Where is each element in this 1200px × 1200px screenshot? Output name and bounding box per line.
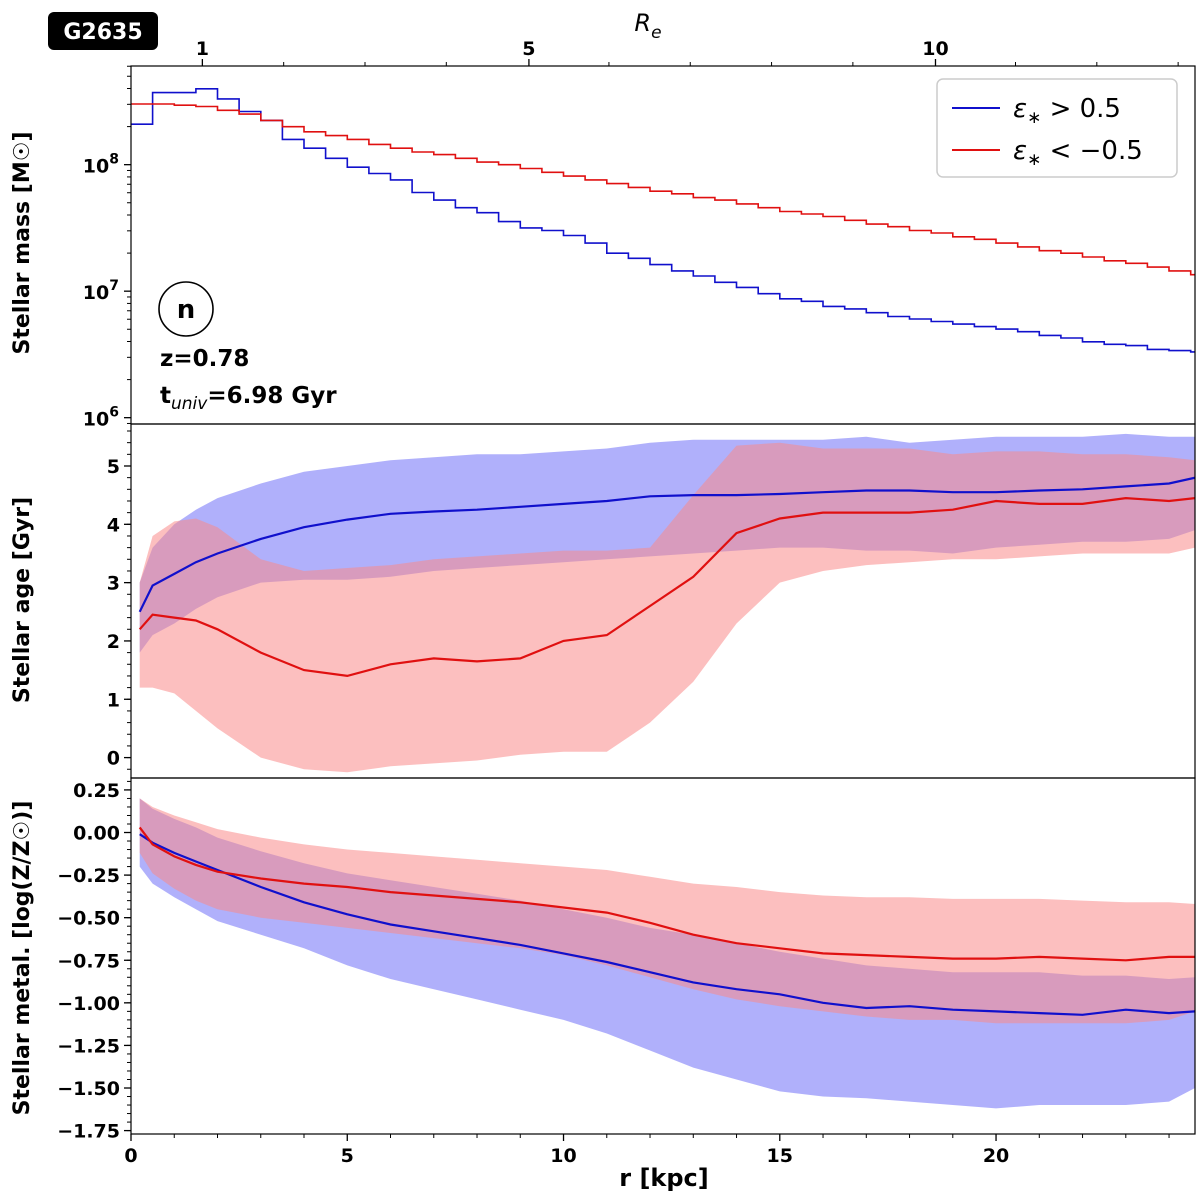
mass-ytick-exponent: 6 bbox=[109, 405, 119, 421]
metal-ytick-label: −1.75 bbox=[57, 1121, 120, 1143]
metal-ytick-label: −0.25 bbox=[57, 865, 120, 887]
age-ytick-label: 5 bbox=[107, 456, 120, 478]
legend-label-negative: ε∗ < −0.5 bbox=[1013, 136, 1143, 170]
universe-age-subscript: univ bbox=[171, 394, 208, 414]
re-tick-label: 1 bbox=[196, 38, 209, 60]
x-tick-label: 0 bbox=[124, 1145, 137, 1167]
age-ytick-label: 0 bbox=[107, 748, 120, 770]
mass-step-line-positive bbox=[131, 88, 1195, 353]
mass-ylabel: Stellar mass [M☉] bbox=[10, 131, 35, 354]
x-tick-label: 5 bbox=[341, 1145, 354, 1167]
age-median-line-positive bbox=[138, 476, 1195, 613]
stellar-metallicity-panel: 0.25 0.00 −0.25 −0.50 −0.75 −1.00 −1.25 −1.50 −1… bbox=[57, 777, 1196, 1167]
age-ytick-label: 1 bbox=[107, 689, 120, 711]
metal-ytick-label: −0.75 bbox=[57, 950, 120, 972]
universe-age-prefix: t bbox=[160, 383, 171, 409]
legend: ε∗ > 0.5 ε∗ < −0.5 bbox=[936, 78, 1178, 178]
age-band-negative bbox=[139, 442, 1195, 773]
mass-ytick-exponent: 7 bbox=[109, 278, 119, 294]
legend-negative-subscript: ∗ bbox=[1027, 150, 1041, 170]
galaxy-id-badge: G2635 bbox=[48, 12, 158, 50]
age-median-line-negative bbox=[138, 496, 1195, 678]
metal-ylabel: Stellar metal. [log(Z/Z☉)] bbox=[10, 801, 35, 1116]
x-axis-label: r [kpc] bbox=[619, 1164, 709, 1192]
mass-ytick-label: 106 bbox=[83, 405, 119, 431]
age-ytick-label: 2 bbox=[107, 631, 120, 653]
panel-letter: n bbox=[177, 295, 196, 325]
mass-ytick-exponent: 8 bbox=[109, 152, 119, 168]
x-tick-label: 10 bbox=[550, 1145, 576, 1167]
metal-band-negative bbox=[139, 798, 1195, 1024]
mass-ytick-base: 10 bbox=[83, 409, 109, 431]
legend-negative-condition: < −0.5 bbox=[1041, 136, 1142, 166]
age-ytick-label: 3 bbox=[107, 573, 120, 595]
universe-age-suffix: =6.98 Gyr bbox=[207, 383, 337, 409]
galaxy-id-text: G2635 bbox=[63, 20, 142, 45]
x-tick-label: 15 bbox=[767, 1145, 793, 1167]
metal-ytick-label: −0.50 bbox=[57, 908, 120, 930]
metal-ytick-label: −1.25 bbox=[57, 1035, 120, 1057]
plot-area bbox=[131, 88, 1195, 353]
metal-ytick-label: −1.50 bbox=[57, 1078, 120, 1100]
legend-positive-subscript: ∗ bbox=[1027, 108, 1041, 128]
universe-age-label: tuniv=6.98 Gyr bbox=[160, 383, 337, 414]
metal-ytick-label: 0.00 bbox=[73, 823, 120, 845]
re-tick-label: 5 bbox=[522, 38, 535, 60]
metal-median-line-negative bbox=[138, 826, 1195, 962]
mass-ytick-label: 108 bbox=[83, 152, 119, 178]
legend-label-positive: ε∗ > 0.5 bbox=[1013, 94, 1121, 128]
mass-step-line-negative bbox=[131, 103, 1195, 276]
top-axis-ticks: 1 5 10 bbox=[196, 38, 1179, 66]
top-axis-label: Re bbox=[634, 9, 661, 43]
top-axis-label-subscript: e bbox=[651, 23, 661, 43]
plot-area bbox=[138, 798, 1195, 1109]
age-ytick-label: 4 bbox=[107, 514, 120, 536]
metal-ytick-label: −1.00 bbox=[57, 993, 120, 1015]
re-tick-label: 10 bbox=[922, 38, 948, 60]
mass-ytick-base: 10 bbox=[83, 282, 109, 304]
top-axis-label-main: R bbox=[634, 9, 651, 37]
metal-median-line-positive bbox=[139, 833, 1195, 1016]
mass-ytick-base: 10 bbox=[83, 156, 109, 178]
legend-positive-symbol: ε bbox=[1013, 94, 1027, 124]
mass-ytick-label: 107 bbox=[83, 278, 119, 304]
metal-panel-frame bbox=[130, 777, 1196, 1135]
legend-negative-symbol: ε bbox=[1013, 136, 1027, 166]
x-tick-label: 20 bbox=[983, 1145, 1009, 1167]
legend-positive-condition: > 0.5 bbox=[1041, 94, 1121, 124]
age-ylabel: Stellar age [Gyr] bbox=[10, 497, 35, 703]
plot-area bbox=[138, 433, 1195, 773]
redshift-label: z=0.78 bbox=[160, 346, 249, 372]
panel-letter-badge: n bbox=[158, 281, 214, 337]
metal-ytick-label: 0.25 bbox=[73, 780, 120, 802]
stellar-age-panel: 0 1 2 3 4 5 bbox=[107, 423, 1196, 779]
